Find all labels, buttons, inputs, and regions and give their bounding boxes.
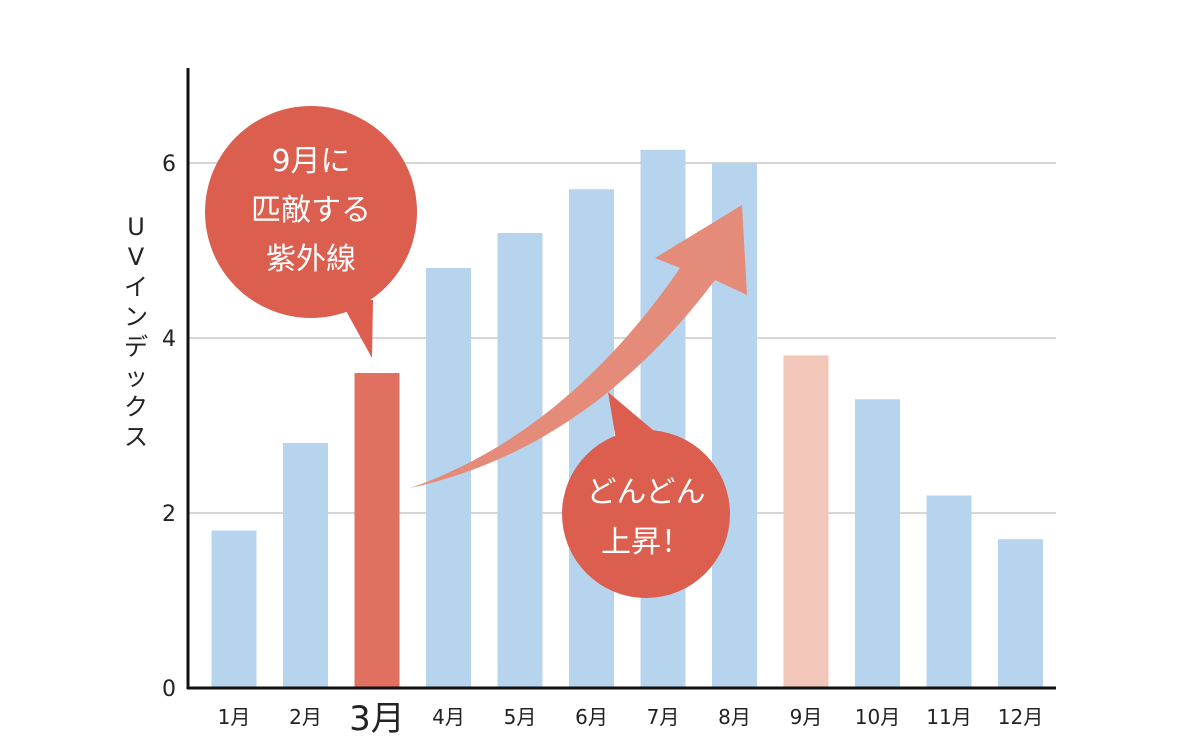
bar-5 [497,233,543,688]
bubble-1-line-1: 9月に [271,144,350,179]
bubble-2-line-2: 上昇！ [601,525,691,560]
y-tick-label: 6 [162,152,176,177]
y-axis-label: U V インデックス [124,213,148,451]
bar-7 [640,149,686,688]
y-tick-label: 0 [162,677,176,702]
x-tick-label-1: 1月 [218,705,251,729]
x-tick-labels: 1月 2月 3月 4月 5月 6月 7月 8月 9月 10月 11月 12月 [218,699,1044,739]
bar-4 [426,268,471,688]
x-tick-label-12: 12月 [998,705,1043,729]
y-tick-label: 4 [162,327,176,352]
bar-12 [998,539,1043,688]
x-tick-label-10: 10月 [855,705,900,729]
bars [211,149,1043,688]
x-tick-label-6: 6月 [575,705,608,729]
x-tick-label-8: 8月 [718,705,751,729]
bar-2 [283,443,328,688]
bar-10 [855,399,900,688]
bar-9 [783,355,829,688]
bar-1 [211,530,257,688]
bar-11 [926,495,972,688]
bubble-2-line-1: どんどん [586,475,705,510]
bubble-1-line-2: 匹敵する [251,193,371,228]
x-tick-label-11: 11月 [926,705,971,729]
x-tick-label-9: 9月 [790,705,823,729]
x-tick-label-2: 2月 [289,705,322,729]
bar-6 [569,189,614,688]
bar-3 [354,373,400,688]
y-tick-labels: 0 2 4 6 [162,152,176,702]
x-tick-label-7: 7月 [647,705,680,729]
y-tick-label: 2 [162,502,176,527]
annotation-bubble-1: 9月に 匹敵する 紫外線 [205,106,417,358]
x-tick-label-4: 4月 [432,705,465,729]
bubble-1-line-3: 紫外線 [266,242,356,277]
rising-arrow [410,205,747,488]
annotation-bubble-2: どんどん 上昇！ [562,392,730,598]
x-tick-label-5: 5月 [504,705,537,729]
x-tick-label-3: 3月 [349,699,405,739]
axes [186,68,1056,690]
